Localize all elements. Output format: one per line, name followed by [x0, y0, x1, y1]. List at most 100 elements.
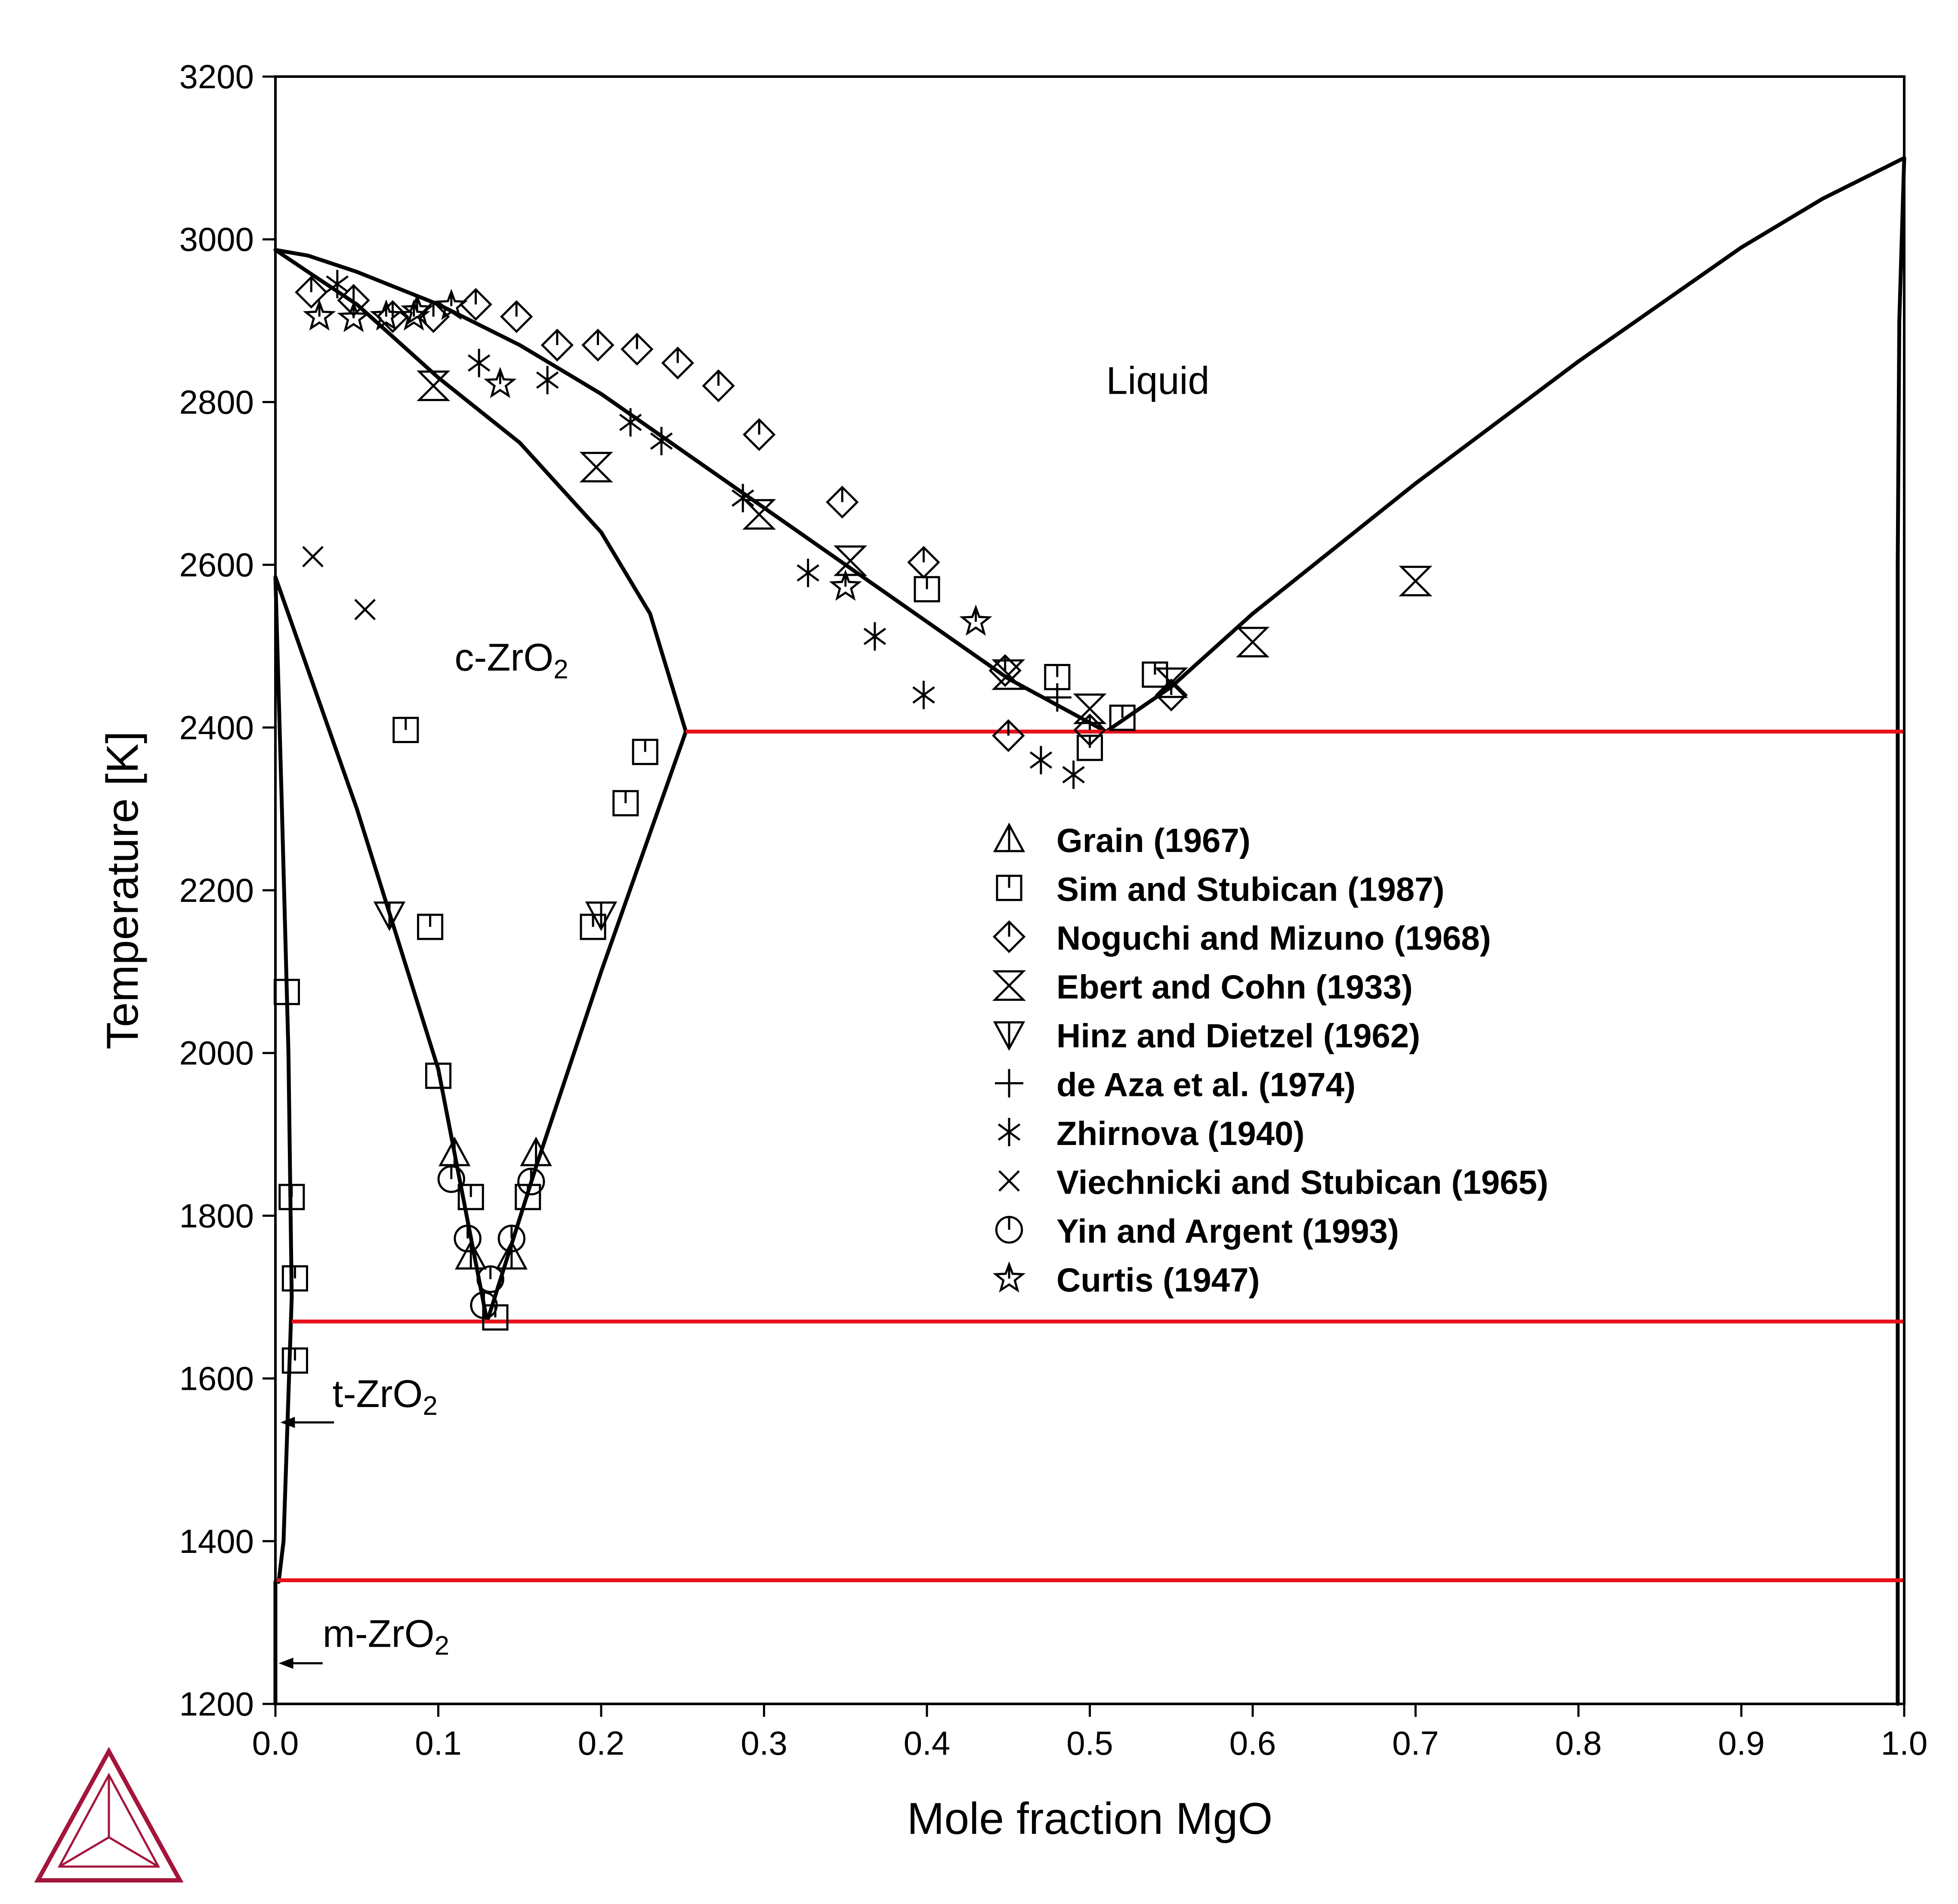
- marker-circle: [517, 1167, 545, 1196]
- legend-marker: [992, 970, 1026, 1001]
- marker-diamond: [907, 546, 940, 579]
- marker-hourglass: [417, 370, 451, 401]
- marker-hourglass: [742, 499, 776, 530]
- marker-hourglass: [1073, 693, 1107, 724]
- y-tick-label: 1800: [179, 1197, 254, 1234]
- marker-circle: [454, 1225, 482, 1253]
- legend-marker: [992, 920, 1026, 954]
- legend-marker: [992, 1261, 1026, 1293]
- y-tick-label: 2600: [179, 546, 254, 584]
- marker-square: [417, 913, 444, 940]
- boundary-c-ZrO2-right: [485, 729, 688, 1324]
- legend-label: Viechnicki and Stubican (1965): [1056, 1163, 1548, 1201]
- boundary-c-ZrO2-left: [273, 575, 489, 1324]
- marker-square: [1109, 704, 1136, 731]
- legend-label: Curtis (1947): [1056, 1261, 1260, 1299]
- marker-star: [829, 569, 862, 601]
- legend-label: Grain (1967): [1056, 821, 1251, 859]
- marker-star: [337, 301, 370, 333]
- marker-star: [303, 299, 336, 331]
- marker-diamond: [540, 328, 574, 362]
- legend-marker: [998, 1170, 1020, 1192]
- legend-marker: [996, 874, 1022, 901]
- x-tick-label: 0.8: [1555, 1724, 1602, 1762]
- marker-asterisk: [732, 484, 754, 512]
- marker-asterisk: [863, 622, 886, 651]
- x-tick-label: 0.0: [252, 1724, 299, 1762]
- marker-asterisk: [1062, 760, 1085, 789]
- pointer-arrow: [278, 1657, 323, 1669]
- marker-hourglass: [1399, 565, 1433, 596]
- marker-asterisk: [536, 366, 559, 395]
- legend-item: Grain (1967): [993, 821, 1251, 859]
- marker-asterisk: [1029, 746, 1053, 775]
- marker-diamond: [295, 275, 328, 309]
- legend-label: Hinz and Dietzel (1962): [1056, 1017, 1420, 1055]
- legend-label: Yin and Argent (1993): [1056, 1212, 1399, 1250]
- x-tick-label: 1.0: [1881, 1724, 1927, 1762]
- boundary-solidus-cZrO2: [273, 248, 688, 734]
- marker-square: [1142, 661, 1168, 688]
- legend-item: de Aza et al. (1974): [995, 1066, 1356, 1104]
- marker-hourglass: [1154, 667, 1188, 698]
- region-labels: Liquid c-ZrO2 t-ZrO2 m-ZrO2: [278, 359, 1210, 1669]
- x-tick-label: 0.6: [1229, 1724, 1276, 1762]
- marker-plus: [1043, 683, 1072, 712]
- legend-label: Noguchi and Mizuno (1968): [1056, 919, 1491, 957]
- x-tick-label: 0.9: [1718, 1724, 1764, 1762]
- marker-circle: [476, 1265, 504, 1293]
- x-tick-label: 0.3: [741, 1724, 787, 1762]
- marker-diamond: [992, 719, 1025, 752]
- marker-diamond: [500, 300, 533, 333]
- marker-square: [632, 738, 658, 765]
- marker-diamond: [661, 346, 695, 380]
- marker-asterisk: [650, 427, 673, 456]
- marker-square: [425, 1062, 452, 1089]
- x-tick-label: 0.5: [1066, 1724, 1113, 1762]
- marker-diamond: [988, 654, 1022, 687]
- marker-hourglass: [1235, 626, 1270, 657]
- marker-diamond: [702, 369, 735, 402]
- y-tick-label: 2000: [179, 1034, 254, 1072]
- legend-marker: [998, 1118, 1021, 1146]
- marker-square: [1076, 734, 1103, 761]
- y-tick-label: 1600: [179, 1360, 254, 1398]
- legend-marker: [993, 1021, 1025, 1051]
- legend-marker: [995, 1216, 1023, 1244]
- marker-square: [281, 1265, 308, 1292]
- marker-circle: [437, 1165, 465, 1193]
- marker-triangle: [520, 1136, 552, 1166]
- marker-square: [914, 576, 940, 602]
- marker-asterisk: [797, 559, 819, 587]
- x-tick-label: 0.4: [904, 1724, 950, 1762]
- x-tick-label: 0.7: [1392, 1724, 1439, 1762]
- marker-star: [401, 293, 434, 325]
- marker-asterisk: [326, 270, 349, 299]
- legend-label: Ebert and Cohn (1933): [1056, 968, 1413, 1006]
- marker-square: [457, 1184, 484, 1210]
- marker-star: [435, 289, 468, 320]
- marker-diamond: [581, 328, 615, 362]
- marker-diamond: [621, 333, 654, 366]
- boundary-liquidus-right: [1104, 156, 1906, 734]
- legend-item: Noguchi and Mizuno (1968): [992, 919, 1491, 957]
- marker-asterisk: [619, 408, 642, 437]
- axis-ticks: 0.0 0.1 0.2 0.3 0.4 0.5 0.6 0.7 0.8 0.9 1.0 1200 140…: [179, 58, 1927, 1762]
- legend-item: Ebert and Cohn (1933): [992, 968, 1413, 1006]
- marker-diamond: [459, 288, 492, 321]
- marker-x: [354, 599, 376, 620]
- thermo-calc-logo: [34, 1747, 184, 1882]
- legend-item: Curtis (1947): [992, 1261, 1260, 1299]
- y-tick-label: 2200: [179, 871, 254, 909]
- y-tick-label: 1400: [179, 1522, 254, 1560]
- marker-square: [612, 790, 639, 817]
- marker-square: [278, 1184, 305, 1210]
- x-tick-label: 0.1: [415, 1724, 461, 1762]
- region-label: c-ZrO2: [454, 636, 568, 684]
- legend-marker: [995, 1069, 1023, 1098]
- marker-triangle-down: [585, 901, 618, 931]
- x-axis-title: Mole fraction MgO: [907, 1794, 1273, 1844]
- marker-triangle: [495, 1240, 528, 1270]
- y-axis-title: Temperature [K]: [98, 731, 148, 1049]
- y-tick-label: 2800: [179, 383, 254, 421]
